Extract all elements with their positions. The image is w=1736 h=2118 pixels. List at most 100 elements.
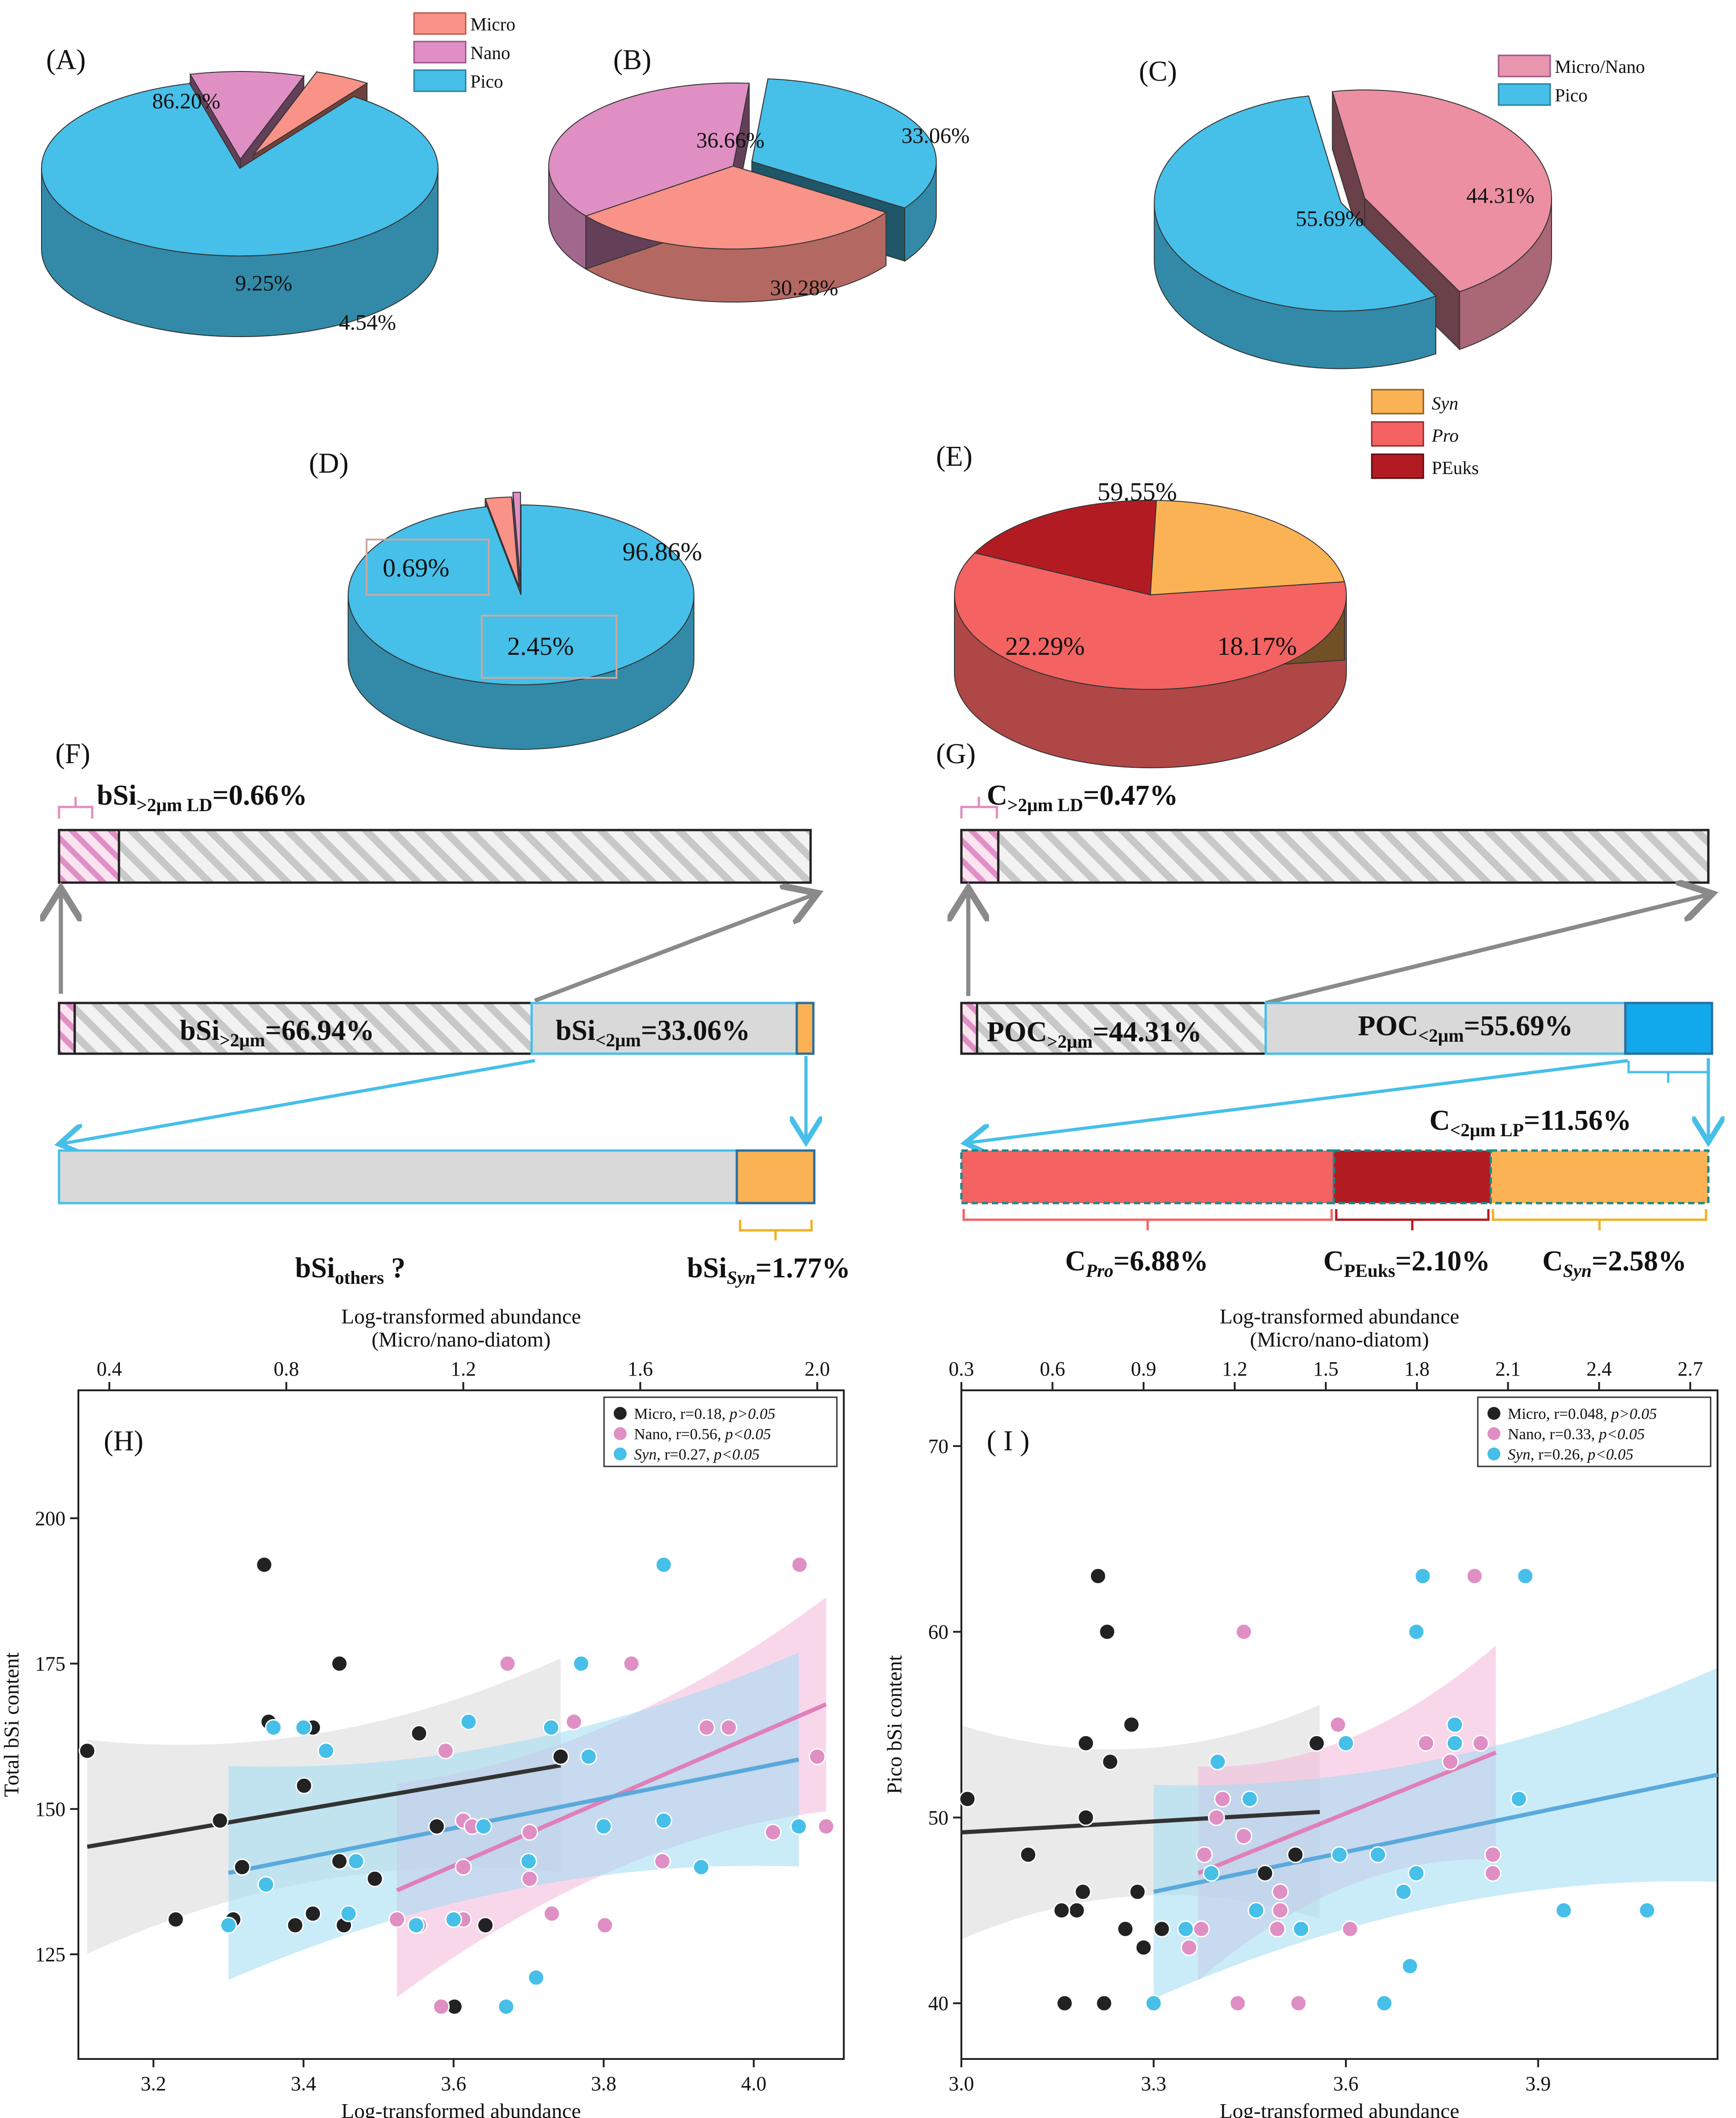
pie-a-top-micro <box>253 71 368 155</box>
x-tick-label: 3.9 <box>1525 2072 1551 2095</box>
point-micro <box>1308 1734 1326 1752</box>
y-tick-label: 200 <box>35 1507 65 1530</box>
point-micro <box>1135 1939 1152 1956</box>
point-nano <box>698 1719 716 1736</box>
x-tick-label: 3.2 <box>141 2072 166 2095</box>
bar-f-top <box>58 829 812 884</box>
scatter-panel-h: (H) 3.2 3.4 3.6 3.8 4.0 0.4 0.8 1.2 1.6 2.0 125 150 1… <box>0 1305 845 2118</box>
top-x-tick-label: 1.6 <box>628 1358 653 1380</box>
arrow-f-blue-left <box>62 1059 535 1144</box>
panel-label-e: (E) <box>936 441 972 472</box>
point-syn <box>1446 1734 1463 1752</box>
point-micro <box>1053 1902 1070 1919</box>
point-nano <box>521 1823 539 1841</box>
x-tick-label: 3.6 <box>1333 2072 1358 2095</box>
pie-a-nano-label: 9.25% <box>235 271 292 296</box>
top-x-tick-label: 0.9 <box>1131 1358 1156 1380</box>
point-nano <box>654 1852 671 1870</box>
scatter-panel-i: ( I ) 3.0 3.3 3.6 3.9 0.3 0.6 0.9 1.2 1.5 1.8 2.1 2.… <box>883 1305 1718 2118</box>
panel-label-f: (F) <box>55 738 90 770</box>
point-nano <box>1466 1567 1483 1585</box>
point-micro <box>1129 1883 1146 1900</box>
point-nano <box>388 1910 406 1928</box>
label-f-lt2um: bSi<2μm=33.06% <box>556 1015 750 1050</box>
point-micro <box>1098 1623 1116 1641</box>
legend-label-micro: Micro, r=0.18, p>0.05 <box>634 1406 776 1423</box>
bar-g-peuks <box>1333 1149 1492 1204</box>
y-axis-label: Total bSi content <box>0 1652 23 1797</box>
point-nano <box>1208 1809 1225 1826</box>
point-syn <box>445 1910 462 1928</box>
fit-line-syn <box>1153 1773 1718 1894</box>
point-micro <box>959 1790 976 1808</box>
legend-c-pico-label: Pico <box>1555 85 1588 106</box>
legend-c-micronano-swatch <box>1498 54 1551 77</box>
point-syn <box>347 1852 365 1870</box>
scatter-panels: (H) 3.2 3.4 3.6 3.8 4.0 0.4 0.8 1.2 1.6 2.0 125 150 1… <box>0 1305 1718 2118</box>
legend-a-micro-label: Micro <box>470 14 515 35</box>
point-syn <box>527 1969 545 1986</box>
point-nano <box>808 1748 826 1765</box>
point-syn <box>693 1858 710 1876</box>
point-micro <box>1117 1920 1134 1938</box>
point-micro <box>1077 1809 1095 1826</box>
point-syn <box>655 1556 672 1573</box>
panel-f-bars: bSi>2μm LD=0.66% bSi>2μm=66.94% bSi<2μm=… <box>59 780 850 1288</box>
legend-a-micro-swatch <box>413 12 467 35</box>
point-nano <box>1229 1994 1246 2012</box>
point-syn <box>265 1719 282 1736</box>
legend-e-peuks-swatch <box>1371 453 1424 479</box>
bar-g-gt2um-ld <box>960 1002 978 1055</box>
bar-g-lt2um <box>1264 1002 1627 1055</box>
y-tick-label: 40 <box>928 1992 948 2015</box>
point-nano <box>543 1905 561 1922</box>
bar-g-gt2um <box>960 1002 1267 1055</box>
legend-marker-micro <box>614 1407 627 1420</box>
bar-g-top <box>960 829 1710 884</box>
pie-c <box>1154 89 1552 369</box>
label-f-others: bSiothers ? <box>295 1252 405 1288</box>
point-micro <box>366 1870 384 1887</box>
point-nano <box>437 1742 454 1760</box>
label-g-lp: C<2μm LP=11.56% <box>1429 1105 1631 1140</box>
point-micro <box>304 1905 322 1922</box>
plot-frame <box>960 1389 1718 2060</box>
panel-label-d: (D) <box>309 448 349 479</box>
pie-b-nano-label: 36.66% <box>696 128 764 153</box>
pie-d-nano-label: 0.69% <box>383 554 450 582</box>
point-nano <box>1235 1623 1253 1641</box>
pie-b-micro-label: 30.28% <box>770 276 838 300</box>
pie-b <box>548 78 937 303</box>
bar-f-bottom-syn <box>735 1149 816 1204</box>
point-nano <box>1441 1753 1459 1771</box>
point-micro <box>331 1655 348 1673</box>
point-nano <box>1329 1716 1347 1733</box>
legend-c: Micro/Nano Pico <box>1498 54 1645 106</box>
fit-line-syn <box>228 1757 800 1875</box>
bar-g-syn <box>1489 1149 1710 1204</box>
label-g-lt2um: POC<2μm=55.69% <box>1358 1010 1573 1046</box>
point-micro <box>1089 1567 1107 1585</box>
point-micro <box>1256 1864 1274 1882</box>
point-micro <box>1153 1920 1171 1938</box>
point-syn <box>1446 1716 1463 1733</box>
pie-d <box>347 492 694 750</box>
label-f-gt2um: bSi>2μm=66.94% <box>180 1015 374 1050</box>
point-syn <box>219 1916 237 1934</box>
point-micro <box>286 1916 304 1934</box>
legend-e-syn-label: Syn <box>1432 393 1458 414</box>
point-micro <box>1123 1716 1140 1733</box>
point-nano <box>1268 1920 1286 1938</box>
x-tick-label: 3.4 <box>291 2072 316 2095</box>
top-x-tick-label: 2.7 <box>1677 1358 1703 1380</box>
point-nano <box>521 1870 539 1887</box>
point-nano <box>791 1556 808 1573</box>
pie-d-top-pico <box>347 504 694 685</box>
point-micro <box>1019 1846 1037 1863</box>
point-nano <box>1417 1734 1435 1752</box>
y-tick-label: 175 <box>35 1653 65 1675</box>
point-nano <box>1290 1994 1307 2012</box>
point-nano <box>720 1719 738 1736</box>
y-axis-label: Pico bSi content <box>883 1655 906 1794</box>
top-axis-label: Log-transformed abundance <box>1220 1305 1459 1328</box>
